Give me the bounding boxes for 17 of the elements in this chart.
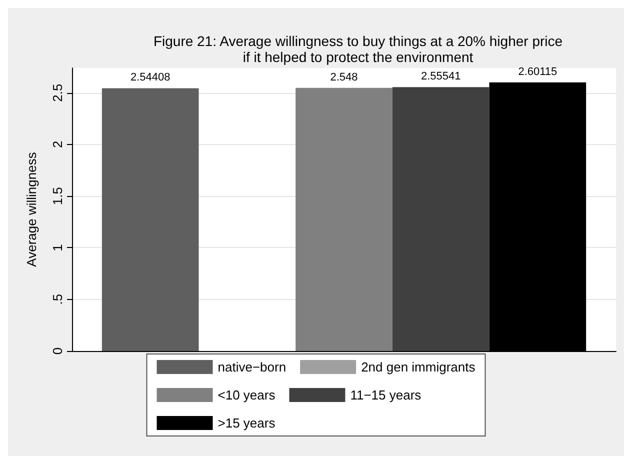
y-tick-label: 2.5: [50, 84, 65, 102]
legend-label: 2nd gen immigrants: [361, 360, 476, 374]
legend-label: <10 years: [218, 388, 276, 402]
data-label: 2.54408: [130, 72, 170, 84]
y-tick-label: 1: [50, 244, 65, 252]
y-tick-label: 0: [50, 347, 65, 355]
data-label: 2.548: [330, 71, 358, 84]
legend-label: native−born: [218, 360, 286, 374]
data-label: 2.60115: [518, 66, 558, 78]
chart-title: Figure 21: Average willingness to buy things at a 20% higher price if it helped to protect the environment: [153, 33, 563, 65]
y-tick-label: .5: [50, 294, 65, 305]
legend-label: 11−15 years: [350, 388, 422, 402]
y-tick-label: 1.5: [50, 187, 65, 206]
data-label: 2.55541: [420, 70, 461, 83]
y-axis-title: Average willingness: [24, 152, 39, 267]
y-tick-label: 2: [50, 140, 65, 148]
legend-label: >15 years: [218, 416, 276, 430]
